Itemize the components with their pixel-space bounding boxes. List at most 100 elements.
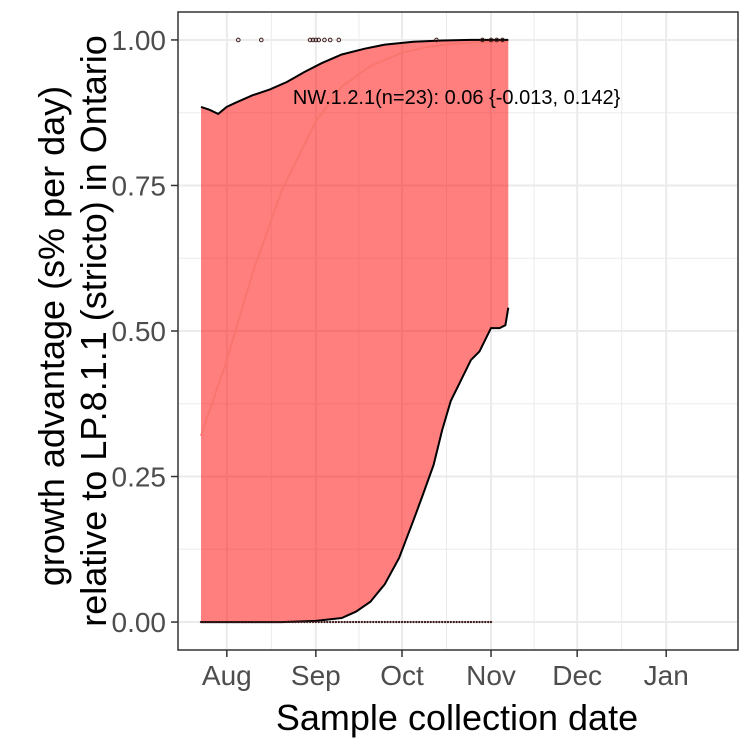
observation-point [254, 620, 257, 624]
annotation-label: NW.1.2.1(n=23): 0.06 {-0.013, 0.142} [293, 87, 621, 109]
observation-point [352, 620, 355, 624]
observation-point [354, 620, 358, 624]
observation-point [432, 620, 435, 624]
observation-point [308, 620, 312, 624]
observation-point [242, 620, 246, 624]
x-axis-title: Sample collection date [276, 697, 638, 738]
observation-point [487, 620, 490, 624]
observation-point [205, 620, 208, 624]
observation-point [313, 37, 319, 43]
observation-point [294, 620, 297, 624]
observation-point [418, 620, 421, 624]
y-tick-label: 0.00 [112, 607, 167, 638]
ci-lower-line [201, 307, 510, 624]
observation-point [222, 620, 226, 624]
observation-point [395, 620, 398, 624]
observation-point [426, 620, 429, 624]
observation-point [420, 620, 424, 624]
observation-point [377, 620, 381, 624]
observation-point [400, 620, 404, 624]
observation-point [346, 620, 349, 624]
observation-point [380, 620, 384, 624]
observation-point [316, 37, 322, 43]
x-tick-label: Jan [644, 660, 689, 691]
observation-point [211, 620, 214, 624]
observation-point [481, 620, 484, 624]
observation-point [260, 620, 263, 624]
y-tick-label: 0.25 [112, 462, 167, 493]
observation-point [202, 620, 205, 624]
observation-point [349, 620, 352, 624]
observation-point [357, 620, 361, 624]
observation-point [383, 620, 386, 624]
observation-point [307, 37, 313, 43]
observation-point [240, 620, 243, 624]
observation-point [389, 620, 392, 624]
observation-point [322, 37, 327, 43]
y-tick-label: 0.50 [112, 316, 167, 347]
observation-point [251, 620, 254, 624]
observation-point [323, 620, 326, 624]
observation-point [392, 620, 395, 624]
observation-point [500, 37, 505, 43]
observation-point [489, 620, 493, 624]
observation-point [375, 620, 378, 624]
observation-point [455, 620, 458, 624]
observation-point [280, 620, 283, 624]
observation-point [314, 620, 317, 624]
observation-point [217, 620, 220, 624]
observation-point [303, 620, 306, 624]
observation-point [475, 620, 478, 624]
observation-point [297, 620, 300, 624]
observation-point [429, 620, 432, 624]
observation-point [363, 620, 366, 624]
observation-point [331, 620, 335, 624]
observation-point [340, 620, 343, 624]
observation-point [472, 620, 475, 624]
observation-point [480, 37, 485, 43]
y-axis-title: growth advantage (s% per day) relative t… [31, 35, 114, 627]
observation-point [245, 620, 249, 624]
observation-point [199, 620, 203, 624]
x-tick-label: Nov [466, 660, 516, 691]
observation-point [225, 620, 228, 624]
observation-point [231, 620, 234, 624]
observation-point [386, 620, 389, 624]
observation-point [317, 620, 320, 624]
x-tick-label: Sep [291, 660, 341, 691]
ci-upper-line [200, 38, 509, 116]
observation-point [412, 620, 415, 624]
observation-point [406, 620, 409, 624]
plot-panel: NW.1.2.1(n=23): 0.06 {-0.013, 0.142} [177, 11, 739, 651]
observation-point [466, 620, 470, 624]
observation-point [469, 620, 473, 624]
observation-point [494, 37, 500, 43]
observation-point [423, 620, 427, 624]
y-axis-title-line-2: relative to LP.8.1.1 (stricto) in Ontari… [73, 35, 114, 627]
observation-point [310, 37, 316, 43]
observation-point [327, 37, 333, 43]
y-tick-label: 1.00 [112, 25, 167, 56]
y-tick-label: 0.75 [112, 170, 167, 201]
confidence-ribbon [201, 39, 509, 623]
observation-point [236, 37, 241, 43]
observation-point [248, 620, 251, 624]
observation-point [320, 620, 323, 624]
observation-point [449, 620, 452, 624]
observation-point [271, 620, 274, 624]
fit-line [200, 40, 509, 437]
observation-point [336, 37, 342, 43]
observation-point [214, 620, 217, 624]
observation-point [441, 620, 444, 624]
observation-point [461, 620, 464, 624]
observation-point [443, 620, 447, 624]
observation-point [274, 620, 277, 624]
observation-point [311, 620, 315, 624]
y-axis: 0.00 0.25 0.50 0.75 1.00 [112, 25, 178, 638]
observation-point [257, 620, 260, 624]
observation-point [288, 620, 292, 624]
y-axis-title-line-1: growth advantage (s% per day) [31, 86, 72, 586]
observation-point [366, 620, 369, 624]
observation-point [306, 620, 309, 624]
observation-point [326, 620, 329, 624]
